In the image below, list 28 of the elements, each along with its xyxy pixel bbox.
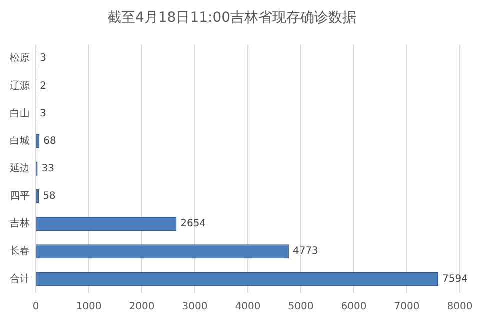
y-tick-label: 吉林 bbox=[10, 218, 30, 230]
data-label: 33 bbox=[42, 163, 54, 174]
y-tick-label: 延边 bbox=[9, 162, 30, 174]
x-tick-label: 0 bbox=[32, 302, 40, 313]
x-tick-label: 8000 bbox=[447, 302, 473, 313]
x-tick-label: 7000 bbox=[394, 302, 420, 313]
data-label: 2654 bbox=[180, 218, 206, 230]
x-tick-label: 5000 bbox=[288, 302, 314, 313]
x-tick-label: 1000 bbox=[76, 302, 102, 313]
y-tick-label: 白山 bbox=[10, 107, 30, 120]
x-tick-label: 2000 bbox=[129, 302, 155, 313]
data-label: 3 bbox=[40, 53, 47, 64]
chart-title: 截至4月18日11:00吉林省现存确诊数据 bbox=[107, 10, 357, 26]
y-tick-label: 松原 bbox=[10, 52, 30, 64]
y-tick-label: 合计 bbox=[10, 272, 30, 285]
y-tick-label: 四平 bbox=[10, 191, 30, 202]
data-label: 7594 bbox=[442, 274, 468, 285]
data-label: 4773 bbox=[292, 246, 318, 258]
data-label: 68 bbox=[44, 136, 56, 147]
data-label: 2 bbox=[40, 80, 46, 92]
data-label: 3 bbox=[40, 108, 47, 120]
y-tick-label: 辽源 bbox=[10, 80, 30, 92]
x-tick-label: 3000 bbox=[182, 302, 208, 313]
x-tick-label: 6000 bbox=[341, 302, 367, 313]
data-label: 58 bbox=[43, 191, 56, 202]
y-tick-label: 长春 bbox=[10, 245, 30, 258]
x-tick-label: 4000 bbox=[235, 302, 261, 313]
y-tick-label: 白城 bbox=[10, 134, 30, 147]
